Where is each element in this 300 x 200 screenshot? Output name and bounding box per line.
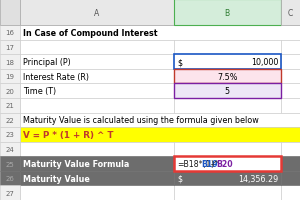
Text: Principal (P): Principal (P) [23,58,71,67]
Bar [280,156,300,171]
Bar [0,26,20,40]
Bar [20,69,174,84]
Bar [174,98,280,113]
Bar [280,0,300,26]
Bar [174,171,280,186]
Text: B: B [225,9,230,17]
Bar [174,41,280,55]
Bar [0,185,20,200]
Text: 16: 16 [5,30,14,36]
Text: In Case of Compound Interest: In Case of Compound Interest [23,29,158,38]
Text: 22: 22 [5,117,14,123]
Text: 23: 23 [5,132,14,138]
Bar [174,142,280,156]
Bar [0,69,20,84]
Bar [20,26,300,40]
Text: 20: 20 [5,88,14,94]
Text: Maturity Value: Maturity Value [23,174,90,183]
Bar [20,185,174,200]
Bar [174,69,280,84]
Text: Time (T): Time (T) [23,87,56,96]
Bar [20,41,174,55]
Text: 25: 25 [5,161,14,167]
Text: 17: 17 [5,45,14,51]
Bar [0,156,20,171]
Text: Maturity Value is calculated using the formula given below: Maturity Value is calculated using the f… [23,116,259,125]
Text: V = P * (1 + R) ^ T: V = P * (1 + R) ^ T [23,130,114,139]
Bar [280,84,300,98]
Bar [0,0,20,26]
Text: 7.5%: 7.5% [217,72,238,81]
Bar [20,113,300,128]
Bar [20,0,174,26]
Bar [280,98,300,113]
Bar [20,156,174,171]
Text: Interest Rate (R): Interest Rate (R) [23,72,89,81]
Bar [0,171,20,186]
Text: 21: 21 [5,103,14,109]
Text: 26: 26 [5,175,14,181]
Text: =B18*(1+: =B18*(1+ [177,159,217,168]
Text: 5: 5 [225,87,230,96]
Bar [280,142,300,156]
Text: 10,000: 10,000 [251,58,278,67]
Bar [174,55,280,69]
Bar [20,171,174,186]
Bar [20,55,174,69]
Bar [174,185,280,200]
Text: 19: 19 [5,74,14,80]
Text: B20: B20 [216,159,233,168]
Bar [20,128,300,142]
Text: $: $ [177,58,182,67]
Text: $: $ [177,174,182,183]
Bar [0,98,20,113]
Text: 18: 18 [5,59,14,65]
Bar [0,84,20,98]
Bar [280,69,300,84]
Bar [0,113,20,128]
Text: A: A [94,9,99,17]
Bar [280,41,300,55]
Bar [0,142,20,156]
Bar [20,142,174,156]
Bar [280,171,300,186]
Bar [174,0,280,26]
Text: 14,356.29: 14,356.29 [238,174,278,183]
Bar [20,84,174,98]
Bar [174,84,280,98]
Bar [20,98,174,113]
Text: Maturity Value Formula: Maturity Value Formula [23,159,130,168]
Text: C: C [288,9,293,17]
Bar [0,55,20,69]
Bar [0,41,20,55]
Text: 27: 27 [5,190,14,196]
Bar [0,128,20,142]
Bar [280,55,300,69]
Text: B19: B19 [201,159,218,168]
Text: )^: )^ [210,159,220,168]
Text: 24: 24 [5,146,14,152]
Bar [280,185,300,200]
Bar [174,156,280,171]
